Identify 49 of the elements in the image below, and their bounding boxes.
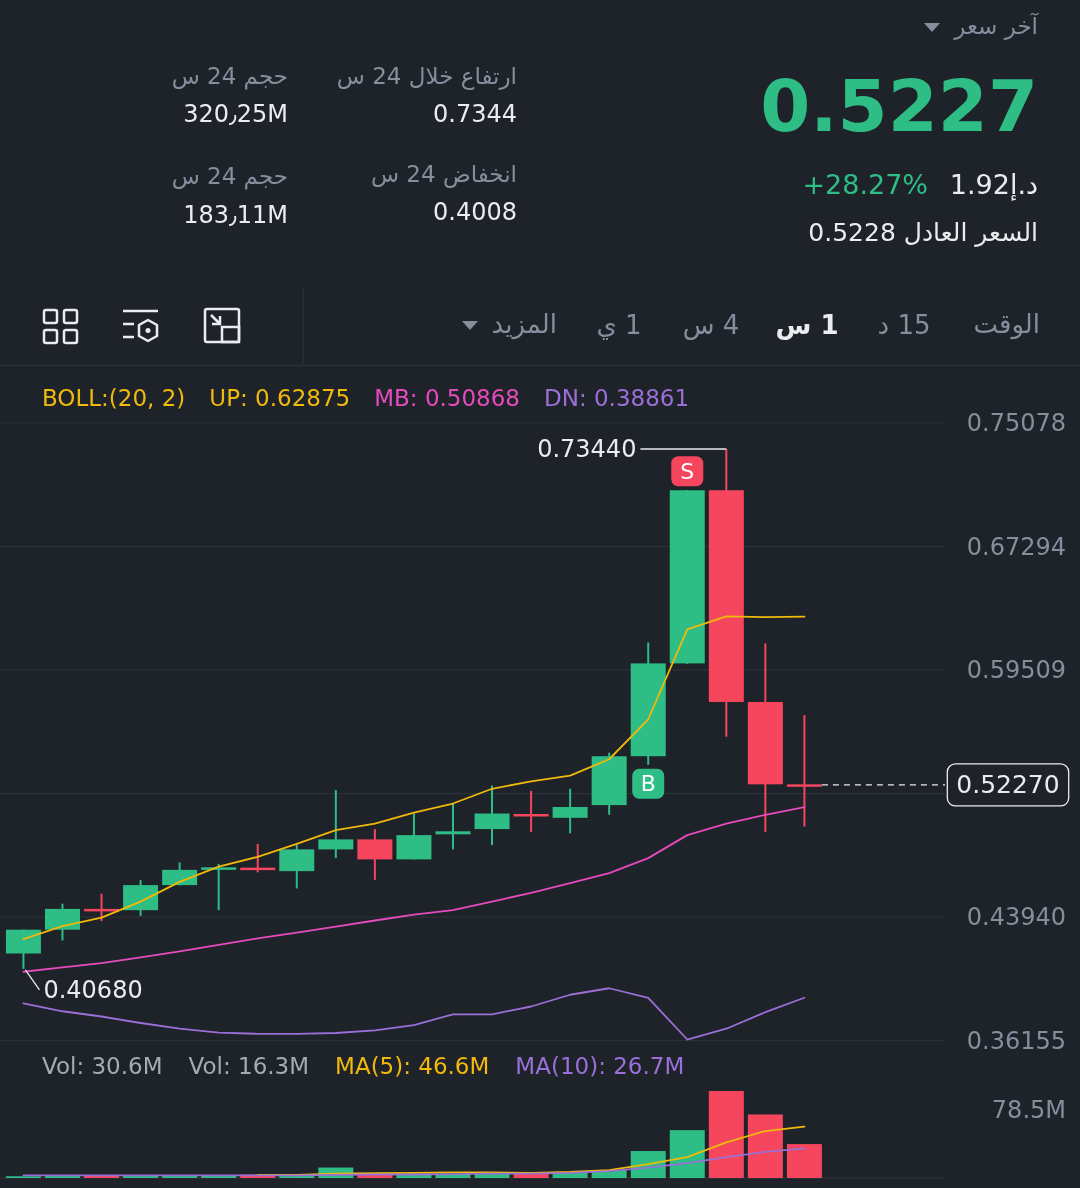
bar bbox=[669, 1130, 705, 1178]
annotation: B bbox=[640, 771, 656, 797]
ref-line-label: 0.52270 bbox=[956, 770, 1060, 800]
text: 1 س bbox=[775, 310, 839, 342]
candlestick bbox=[318, 789, 354, 860]
candlestick bbox=[552, 787, 588, 835]
text: 0.4008 bbox=[433, 197, 517, 227]
text: MB: 0.50868 bbox=[374, 385, 520, 411]
y-tick-label: 0.36155 bbox=[966, 1026, 1066, 1055]
annotation: 0.73440 bbox=[537, 434, 637, 463]
text: DN: 0.38861 bbox=[544, 385, 690, 411]
text: 0.7344 bbox=[433, 99, 517, 129]
text: +28.27% bbox=[802, 168, 928, 202]
text: حجم 24 س bbox=[171, 163, 288, 191]
text: د.إ1.92 bbox=[949, 168, 1038, 202]
text: آخر سعر bbox=[954, 13, 1038, 41]
text: 78.5M bbox=[991, 1096, 1066, 1124]
text: MA(10): 26.7M bbox=[515, 1053, 685, 1079]
y-tick-label: 0.59509 bbox=[966, 656, 1066, 685]
text: حجم 24 س bbox=[171, 63, 288, 91]
text: 15 د bbox=[877, 310, 931, 342]
candlestick bbox=[435, 802, 471, 851]
text: ارتفاع خلال 24 س bbox=[336, 63, 517, 91]
text: 320٫25M bbox=[183, 99, 288, 129]
text: السعر العادل 0.5228 bbox=[808, 218, 1038, 248]
text: MA(5): 46.6M bbox=[335, 1053, 490, 1079]
line-series bbox=[22, 806, 806, 973]
y-tick-label: 0.67294 bbox=[966, 532, 1066, 561]
candlestick bbox=[513, 789, 549, 834]
candlestick bbox=[786, 713, 822, 828]
text: UP: 0.62875 bbox=[209, 385, 351, 411]
annotation: 0.40680 bbox=[43, 975, 143, 1004]
text: Vol: 30.6M bbox=[42, 1053, 163, 1079]
text: 0.5227 bbox=[760, 62, 1038, 150]
bar bbox=[708, 1091, 744, 1178]
text: Vol: 16.3M bbox=[188, 1053, 310, 1079]
text: 183٫11M bbox=[183, 200, 288, 230]
text: 1 ي bbox=[596, 310, 642, 342]
text: انخفاض 24 س bbox=[370, 161, 517, 189]
text: 4 س bbox=[682, 310, 740, 342]
text: المزيد bbox=[491, 309, 557, 341]
text: الوقت bbox=[973, 309, 1040, 341]
y-tick-label: 0.75078 bbox=[966, 409, 1066, 437]
bar bbox=[747, 1114, 783, 1178]
annotation: S bbox=[680, 458, 695, 484]
candlestick bbox=[201, 862, 237, 912]
y-tick-label: 0.43940 bbox=[966, 903, 1066, 932]
bar bbox=[786, 1144, 822, 1178]
text: BOLL:(20, 2) bbox=[42, 385, 186, 411]
